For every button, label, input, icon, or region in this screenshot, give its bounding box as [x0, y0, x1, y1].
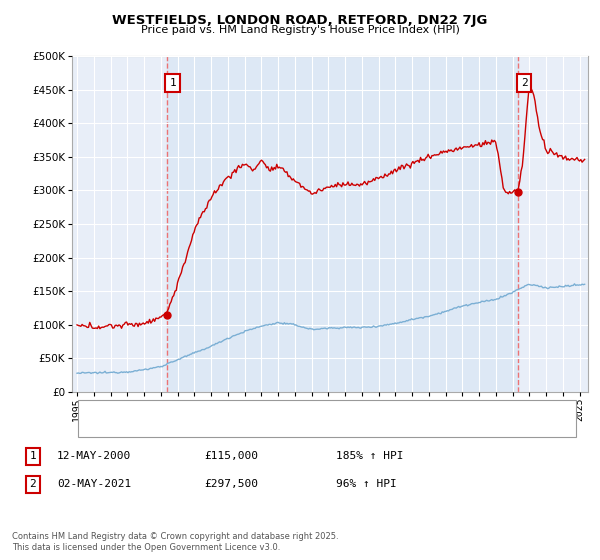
Text: 12-MAY-2000: 12-MAY-2000	[57, 451, 131, 461]
Text: 1: 1	[169, 78, 176, 88]
Bar	[167, 56, 518, 392]
Text: 02-MAY-2021: 02-MAY-2021	[57, 479, 131, 489]
Text: £115,000: £115,000	[204, 451, 258, 461]
Text: 96% ↑ HPI: 96% ↑ HPI	[336, 479, 397, 489]
Text: Price paid vs. HM Land Registry's House Price Index (HPI): Price paid vs. HM Land Registry's House …	[140, 25, 460, 35]
Text: £297,500: £297,500	[204, 479, 258, 489]
Text: WESTFIELDS, LONDON ROAD, RETFORD, DN22 7JG: WESTFIELDS, LONDON ROAD, RETFORD, DN22 7…	[112, 14, 488, 27]
Text: WESTFIELDS, LONDON ROAD, RETFORD, DN22 7JG (semi-detached house): WESTFIELDS, LONDON ROAD, RETFORD, DN22 7…	[111, 405, 476, 416]
Text: 1: 1	[29, 451, 37, 461]
Text: Contains HM Land Registry data © Crown copyright and database right 2025.
This d: Contains HM Land Registry data © Crown c…	[12, 532, 338, 552]
Text: HPI: Average price, semi-detached house, Bassetlaw: HPI: Average price, semi-detached house,…	[111, 422, 368, 432]
Text: 185% ↑ HPI: 185% ↑ HPI	[336, 451, 404, 461]
Text: 2: 2	[29, 479, 37, 489]
Text: 2: 2	[521, 78, 527, 88]
